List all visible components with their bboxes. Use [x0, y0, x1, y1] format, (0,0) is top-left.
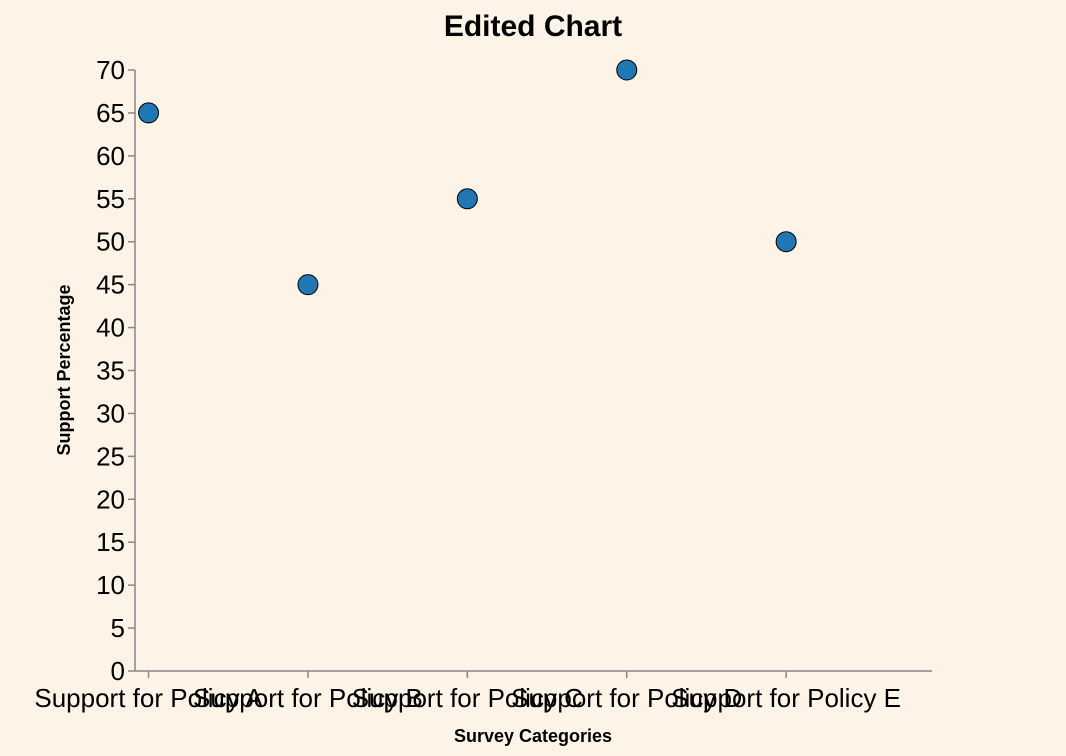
data-points — [138, 59, 797, 296]
y-tick-label: 5 — [111, 613, 125, 643]
y-tick-label: 70 — [96, 55, 125, 85]
data-point — [616, 59, 638, 81]
y-tick-label: 20 — [96, 484, 125, 514]
x-axis-title: Survey Categories — [454, 726, 612, 746]
y-tick-label: 15 — [96, 527, 125, 557]
x-tick-label: Support for Policy C — [352, 683, 583, 713]
y-tick-label: 45 — [96, 270, 125, 300]
y-tick-label: 35 — [96, 356, 125, 386]
chart-title: Edited Chart — [444, 10, 622, 43]
x-tick-label: Support for Policy E — [671, 683, 901, 713]
data-point — [297, 274, 319, 296]
x-tick-label: Support for Policy A — [34, 683, 263, 713]
y-tick-label: 25 — [96, 441, 125, 471]
y-tick-label: 60 — [96, 141, 125, 171]
y-axis-title: Support Percentage — [54, 284, 74, 455]
y-tick-label: 55 — [96, 184, 125, 214]
y-tick-label: 40 — [96, 313, 125, 343]
data-point — [775, 231, 797, 253]
x-tick-label: Support for Policy D — [511, 683, 742, 713]
y-tick-label: 0 — [111, 656, 125, 686]
y-tick-label: 30 — [96, 398, 125, 428]
y-tick-label: 50 — [96, 227, 125, 257]
data-point — [138, 102, 160, 124]
x-tick-label: Support for Policy B — [193, 683, 423, 713]
y-tick-label: 65 — [96, 98, 125, 128]
y-axis: 0 5 10 15 20 25 30 35 40 45 50 55 60 65 70 — [96, 55, 136, 686]
y-tick-label: 10 — [96, 570, 125, 600]
data-point — [456, 188, 478, 210]
